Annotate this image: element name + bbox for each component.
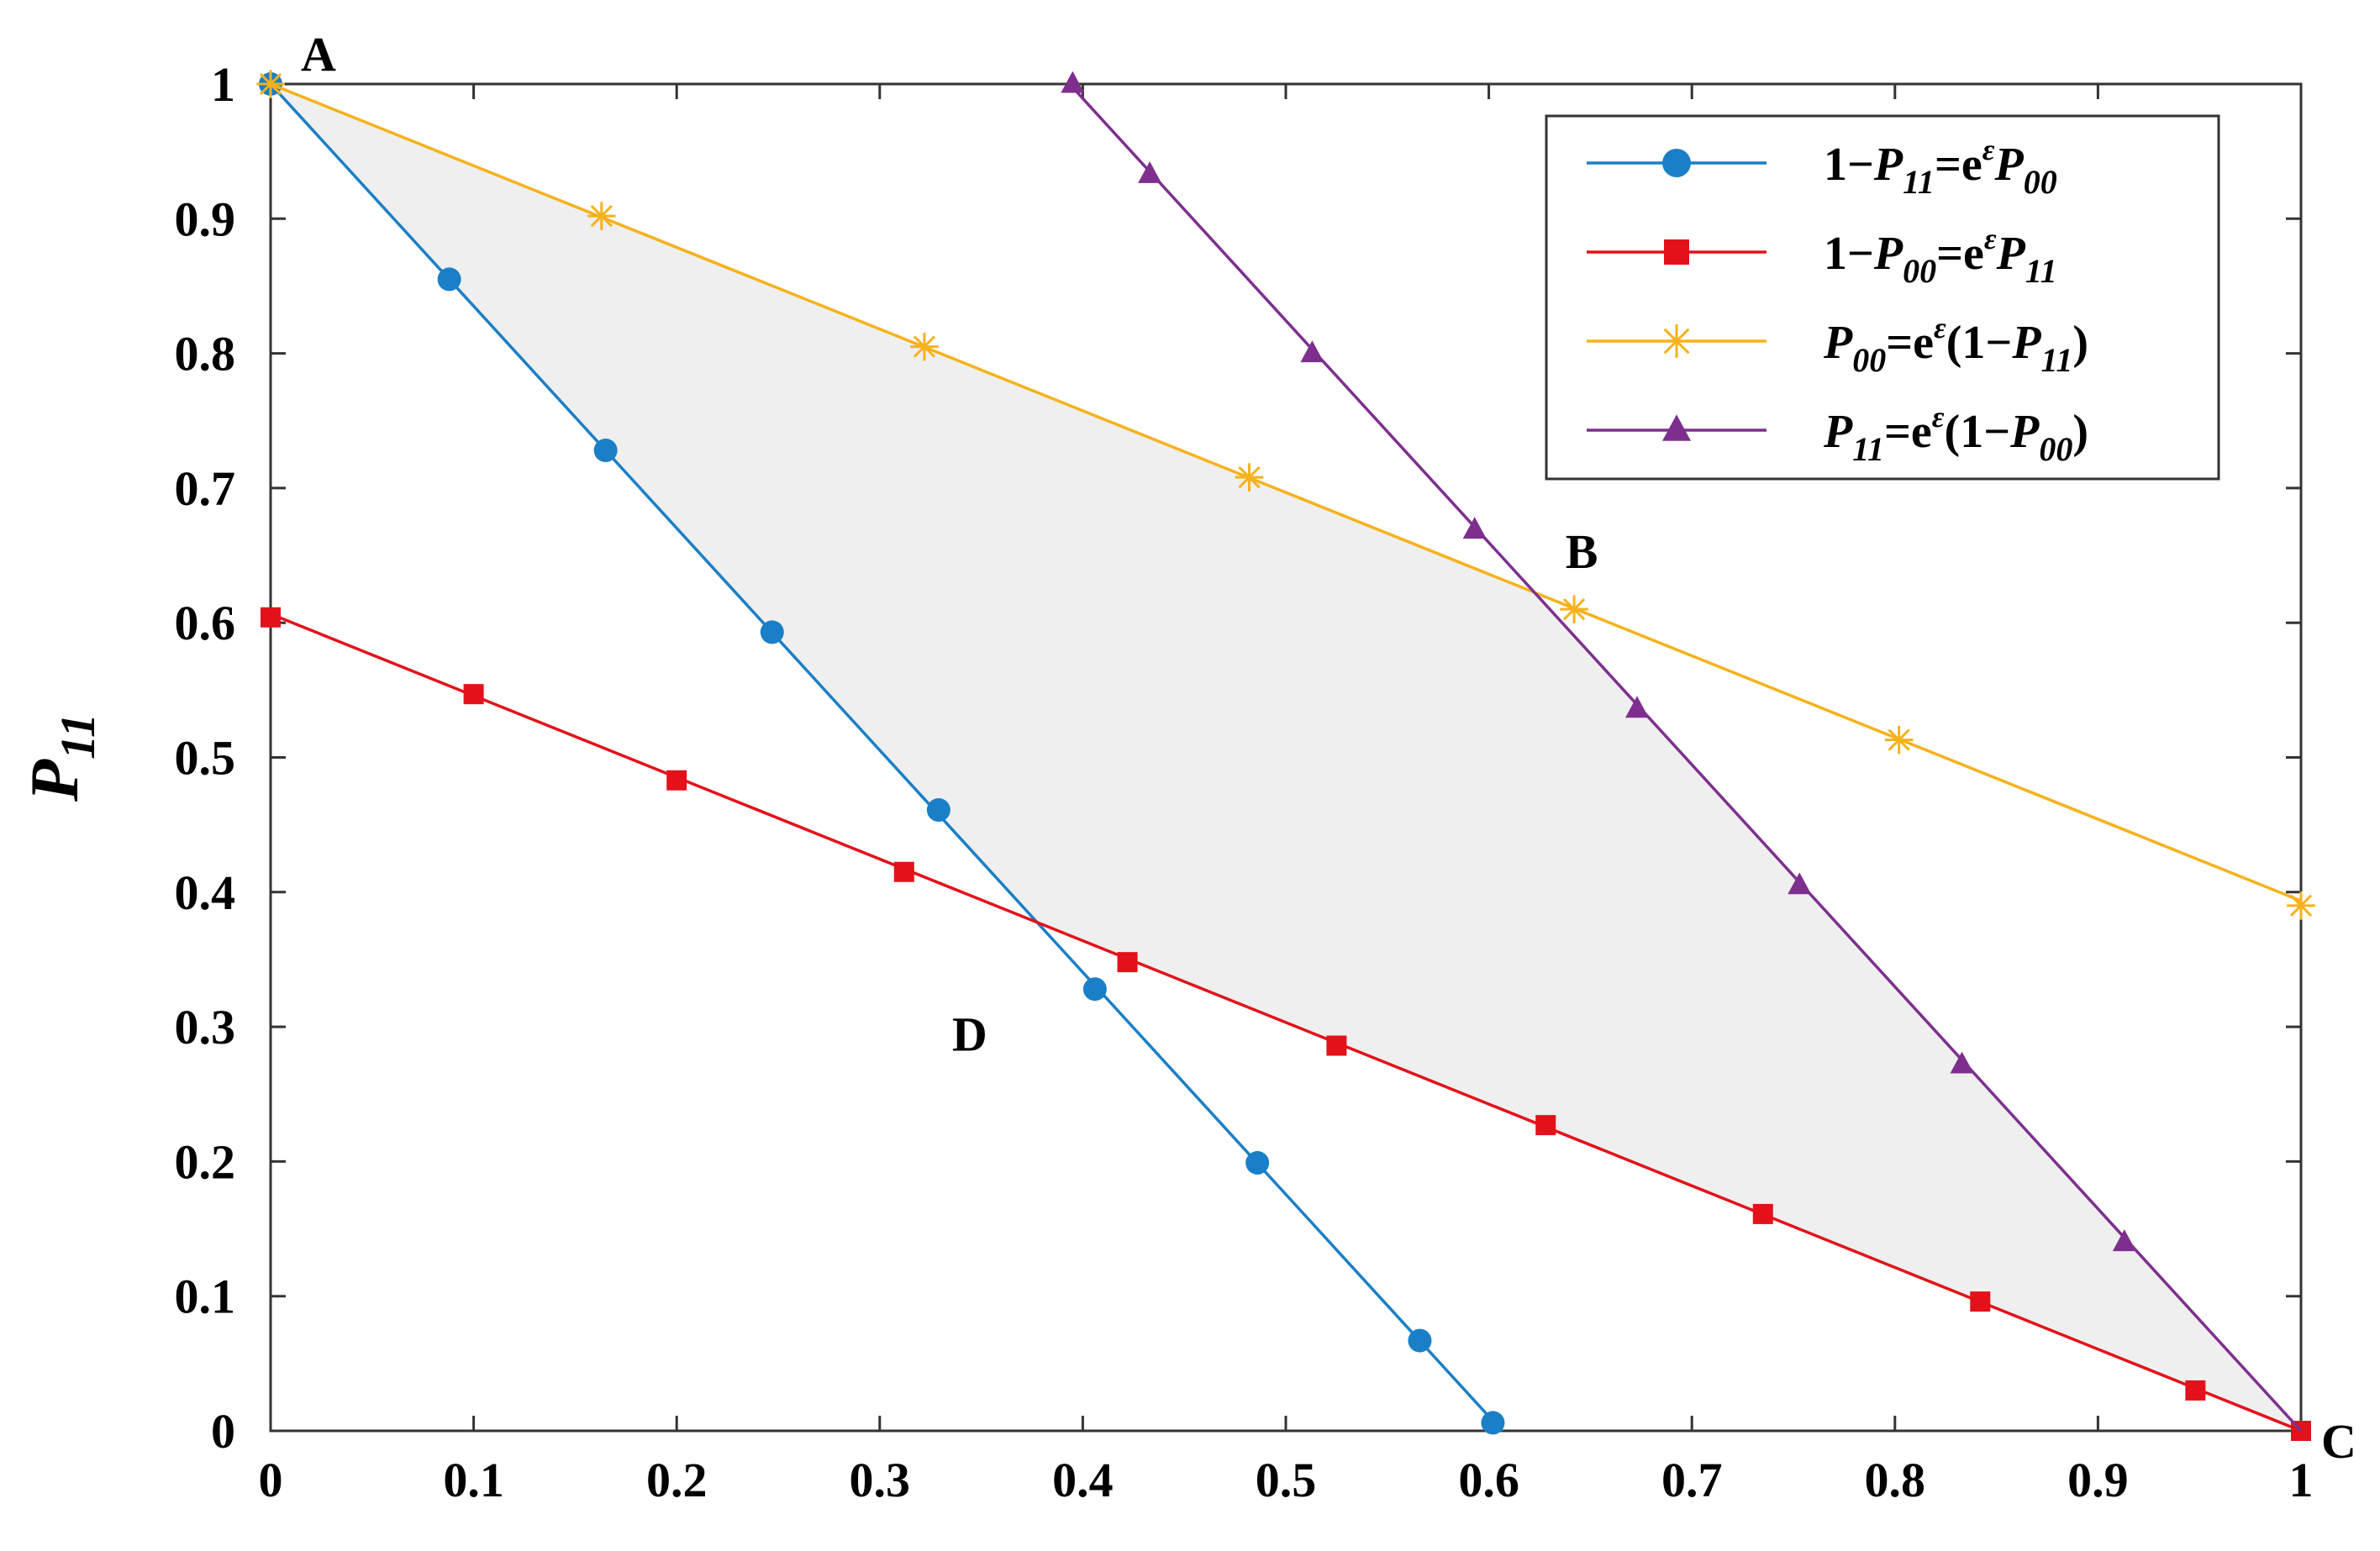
shaded-region-layer (271, 84, 2301, 1431)
legend-box (1545, 114, 2220, 481)
data-point-circle (1408, 1328, 1432, 1353)
series-2 (261, 607, 2311, 1441)
series-line (270, 613, 2302, 1433)
data-point-asterisk (256, 70, 285, 98)
data-point-square (893, 861, 914, 882)
point-label-B: B (1566, 524, 1598, 579)
data-point-circle (1245, 1151, 1270, 1175)
data-point-triangle (1462, 517, 1487, 539)
data-point-asterisk (1884, 725, 1914, 754)
data-point-circle (1082, 977, 1107, 1002)
y-tick-label: 0.7 (175, 461, 236, 516)
legend: 1−P11=eεP00 1−P00=eεP11 P00=eε(1−P11) P11=e… (1545, 114, 2220, 481)
data-point-circle (437, 267, 461, 292)
data-point-triangle (1788, 872, 1812, 895)
data-point-square (1117, 952, 1138, 973)
data-point-circle (1662, 149, 1691, 177)
data-point-circle (593, 439, 618, 463)
legend-entry-4: P11=eε(1−P00) (1587, 400, 2088, 468)
shaded-region (271, 84, 2301, 1431)
y-tick-label: 0.3 (175, 1000, 236, 1054)
y-axis-title: P11 (16, 713, 105, 802)
x-tick-label: 0.3 (850, 1453, 911, 1507)
data-point-asterisk (1235, 463, 1264, 492)
data-point-square (463, 684, 484, 705)
y-tick-label: 0 (211, 1404, 235, 1459)
x-tick-label: 0 (259, 1453, 283, 1507)
series-line (269, 82, 1503, 1433)
data-point-square (666, 770, 687, 791)
data-point-circle (1481, 1411, 1505, 1435)
data-point-asterisk (1560, 595, 1588, 623)
data-point-asterisk (1660, 324, 1693, 358)
legend-label: P11=eε(1−P00) (1823, 400, 2088, 468)
data-point-triangle (1624, 696, 1649, 718)
data-point-asterisk (2287, 891, 2315, 920)
legend-entry-1: 1−P11=eεP00 (1587, 133, 2057, 201)
y-tick-label: 0.1 (175, 1270, 236, 1324)
y-tick-label: 0.8 (175, 327, 236, 381)
legend-entry-2: 1−P00=eεP11 (1587, 222, 2057, 290)
data-point-triangle (1300, 340, 1324, 363)
data-point-square (1970, 1291, 1991, 1312)
x-tick-label: 1 (2289, 1453, 2314, 1507)
series-line (1068, 82, 2303, 1433)
legend-label: 1−P00=eεP11 (1824, 222, 2057, 290)
data-point-square (2185, 1380, 2206, 1401)
x-tick-label: 0.4 (1052, 1453, 1114, 1507)
legend-entry-3: P00=eε(1−P11) (1587, 311, 2088, 379)
data-point-square (1664, 239, 1689, 265)
series-4 (1061, 71, 2303, 1433)
y-tick-label: 0.6 (175, 596, 236, 650)
x-tick-label: 0.5 (1256, 1453, 1317, 1507)
data-point-triangle (1950, 1051, 1974, 1074)
data-point-triangle (1061, 71, 1085, 93)
y-tick-label: 0.4 (175, 865, 236, 920)
x-tick-label: 0.6 (1458, 1453, 1519, 1507)
y-tick-label: 0.5 (175, 731, 236, 786)
data-point-triangle (1138, 161, 1162, 183)
x-tick-label: 0.1 (443, 1453, 504, 1507)
series-line (270, 82, 2302, 902)
data-point-square (1752, 1203, 1773, 1224)
data-point-asterisk (587, 202, 616, 230)
point-label-D: D (952, 1007, 987, 1062)
y-tick-label: 0.2 (175, 1134, 236, 1189)
legend-label: P00=eε(1−P11) (1823, 311, 2088, 379)
data-point-square (261, 607, 281, 628)
x-tick-label: 0.9 (2067, 1453, 2129, 1507)
data-point-triangle (1662, 414, 1691, 441)
data-point-circle (760, 620, 784, 644)
data-point-square (1326, 1035, 1347, 1056)
x-tick-label: 0.7 (1661, 1453, 1723, 1507)
data-point-circle (926, 798, 950, 823)
legend-label: 1−P11=eεP00 (1824, 133, 2057, 201)
y-tick-label: 0.9 (175, 192, 236, 246)
axes: 0 0.1 0.2 0.3 0.4 0.5 0.6 0.7 0.8 0.9 1 0 0.1 0.2 0.3 0… (16, 57, 2314, 1507)
point-labels: A B C D (301, 27, 2356, 1469)
x-tick-label: 0.8 (1865, 1453, 1926, 1507)
y-tick-label: 1 (211, 57, 235, 112)
data-point-triangle (2112, 1229, 2136, 1252)
series-layer (256, 70, 2315, 1441)
data-point-square (1535, 1115, 1556, 1136)
data-point-asterisk (910, 332, 939, 361)
series-3 (256, 70, 2315, 920)
point-label-A: A (301, 27, 336, 81)
point-label-C: C (2321, 1414, 2356, 1469)
x-tick-label: 0.2 (646, 1453, 708, 1507)
